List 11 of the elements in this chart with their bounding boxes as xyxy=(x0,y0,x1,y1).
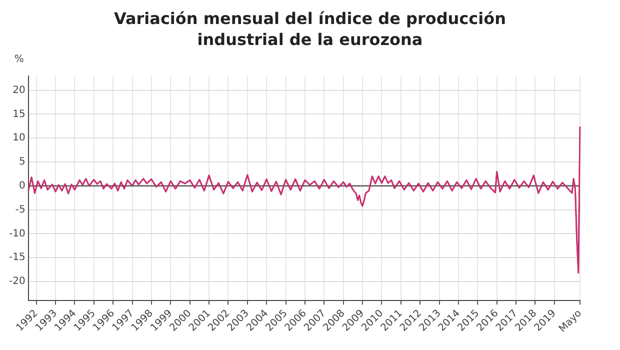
y-tick-label: 20 xyxy=(12,84,26,96)
y-tick-label: -15 xyxy=(8,252,26,264)
y-tick-label: 0 xyxy=(18,180,26,192)
y-tick-label: 5 xyxy=(18,156,26,168)
y-tick-label: 10 xyxy=(12,132,26,144)
y-tick-label: -5 xyxy=(15,204,26,216)
y-tick-label: -20 xyxy=(8,276,26,288)
chart-title: Variación mensual del índice de producción industrial de la eurozona xyxy=(112,8,508,50)
y-tick-label: 15 xyxy=(12,108,26,120)
y-tick-label: -10 xyxy=(8,228,26,240)
y-axis-title: % xyxy=(14,54,24,65)
